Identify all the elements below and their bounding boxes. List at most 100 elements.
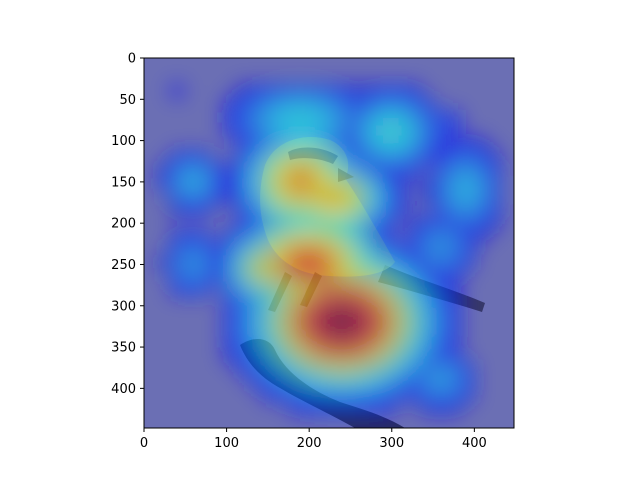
- heat-cell: [301, 334, 317, 350]
- heat-cell: [328, 136, 344, 152]
- heat-cell: [235, 109, 251, 126]
- heat-cell: [288, 374, 304, 390]
- heat-cell: [380, 308, 397, 324]
- heat-cell: [182, 255, 198, 271]
- heat-cell: [394, 294, 410, 311]
- heat-cell: [182, 202, 198, 218]
- heat-cell: [433, 268, 449, 284]
- heat-cell: [486, 202, 502, 218]
- heat-cell: [288, 281, 304, 297]
- heat-cell: [182, 268, 198, 284]
- heat-cell: [301, 215, 317, 231]
- heat-cell: [380, 400, 397, 416]
- heat-cell: [460, 215, 476, 231]
- heat-cell: [195, 175, 212, 192]
- heat-cell: [394, 189, 410, 205]
- heat-cell: [407, 308, 423, 324]
- heat-cell: [407, 109, 423, 126]
- heat-cell: [446, 268, 463, 284]
- heat-cell: [248, 202, 264, 218]
- heat-cell: [275, 175, 291, 192]
- heat-cell: [328, 400, 344, 416]
- heat-cell: [446, 308, 463, 324]
- heat-cell: [261, 321, 278, 337]
- heat-cell: [328, 387, 344, 403]
- heat-cell: [354, 281, 370, 297]
- heat-cell: [486, 175, 502, 192]
- heat-cell: [367, 321, 383, 337]
- heat-cell: [222, 123, 238, 139]
- heat-cell: [433, 123, 449, 139]
- heat-cell: [420, 334, 436, 350]
- y-tick-label: 400: [111, 382, 136, 397]
- heat-cell: [275, 360, 291, 377]
- heat-cell: [328, 321, 344, 337]
- heat-cell: [222, 321, 238, 337]
- heat-cell: [354, 228, 370, 244]
- heat-cell: [195, 162, 212, 178]
- heat-cell: [394, 242, 410, 258]
- heat-cell: [314, 96, 330, 112]
- heat-cell: [169, 189, 185, 205]
- heat-cell: [275, 321, 291, 337]
- heat-cell: [248, 294, 264, 311]
- heat-cell: [209, 268, 225, 284]
- heat-cell: [433, 149, 449, 165]
- heat-cell: [301, 347, 317, 363]
- heat-cell: [407, 334, 423, 350]
- heat-cell: [222, 268, 238, 284]
- heat-cell: [380, 149, 397, 165]
- heat-cell: [341, 374, 357, 390]
- heat-cell: [394, 308, 410, 324]
- heat-cell: [341, 136, 357, 152]
- heat-cell: [275, 228, 291, 244]
- heat-cell: [341, 360, 357, 377]
- heat-cell: [367, 374, 383, 390]
- heat-cell: [473, 202, 489, 218]
- heat-cell: [380, 189, 397, 205]
- heat-cell: [275, 109, 291, 126]
- y-tick-label: 0: [128, 52, 136, 67]
- heat-cell: [420, 96, 436, 112]
- heat-cell: [354, 149, 370, 165]
- heat-cell: [420, 109, 436, 126]
- heat-cell: [367, 136, 383, 152]
- heat-cell: [301, 268, 317, 284]
- heat-cell: [275, 294, 291, 311]
- heat-cell: [380, 162, 397, 178]
- heat-cell: [288, 109, 304, 126]
- heat-cell: [341, 123, 357, 139]
- heat-cell: [261, 281, 278, 297]
- heat-cell: [380, 215, 397, 231]
- x-tick-label: 300: [379, 436, 404, 451]
- heat-cell: [195, 149, 212, 165]
- heat-cell: [182, 175, 198, 192]
- heat-cell: [380, 321, 397, 337]
- heat-cell: [433, 136, 449, 152]
- heat-cell: [222, 109, 238, 126]
- heat-cell: [248, 162, 264, 178]
- heat-cell: [394, 360, 410, 377]
- heat-cell: [288, 387, 304, 403]
- heat-cell: [473, 136, 489, 152]
- heat-cell: [433, 308, 449, 324]
- heat-cell: [222, 96, 238, 112]
- heat-cell: [248, 255, 264, 271]
- heat-cell: [301, 360, 317, 377]
- heat-cell: [275, 96, 291, 112]
- y-tick-label: 200: [111, 217, 136, 232]
- heat-cell: [261, 294, 278, 311]
- heat-cell: [446, 387, 463, 403]
- heat-cell: [354, 347, 370, 363]
- heat-cell: [341, 308, 357, 324]
- heat-cell: [380, 347, 397, 363]
- heat-cell: [367, 202, 383, 218]
- heat-cell: [301, 281, 317, 297]
- heat-cell: [209, 162, 225, 178]
- heatmap-overlay: [156, 83, 502, 416]
- heat-cell: [328, 123, 344, 139]
- heat-cell: [261, 308, 278, 324]
- heat-cell: [367, 347, 383, 363]
- heat-cell: [248, 281, 264, 297]
- heat-cell: [261, 202, 278, 218]
